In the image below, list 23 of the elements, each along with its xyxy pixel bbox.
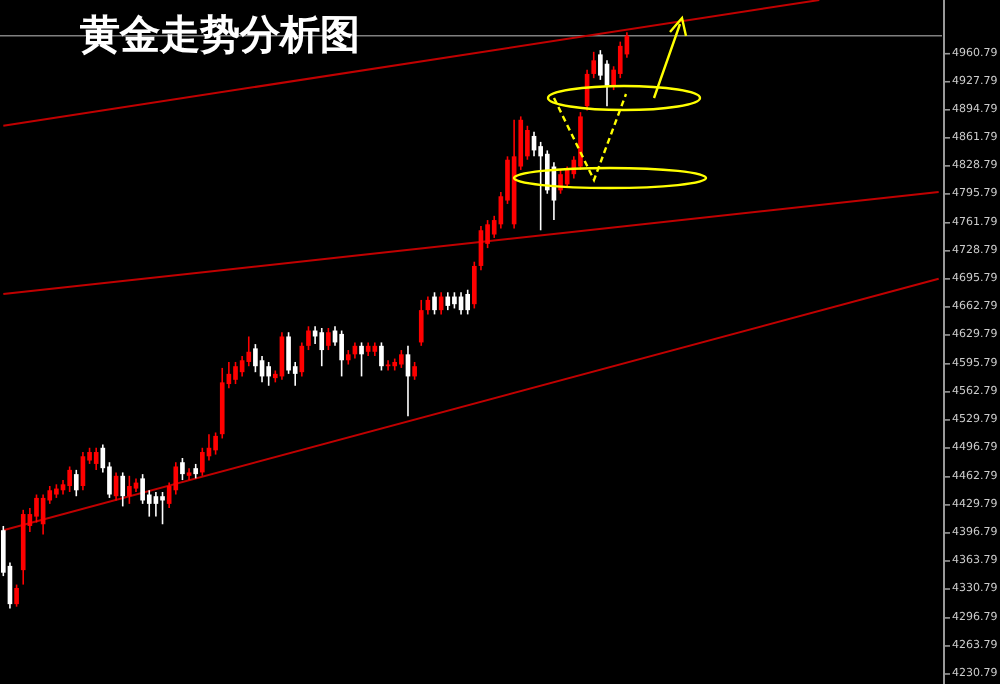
candlestick [418,299,424,347]
candlestick [339,329,344,378]
candlestick [617,40,623,79]
candlestick [34,493,39,524]
chart-title: 黄金走势分析图 [78,10,360,58]
candlestick [73,469,79,498]
candlestick [120,471,126,508]
candlestick [127,475,132,505]
candlestick [326,327,331,351]
candlestick [266,361,271,387]
candlestick [246,335,252,368]
candlestick [180,457,185,481]
candlestick [525,124,530,161]
candlestick [359,341,364,378]
candlestick [67,465,72,493]
candlestick [93,446,99,471]
candlestick [432,291,437,316]
candlestick [233,361,238,385]
candlestick [160,491,165,526]
candlestick [465,288,471,316]
candlestick [14,583,19,608]
candlestick [379,341,384,372]
candlestick [319,327,325,368]
